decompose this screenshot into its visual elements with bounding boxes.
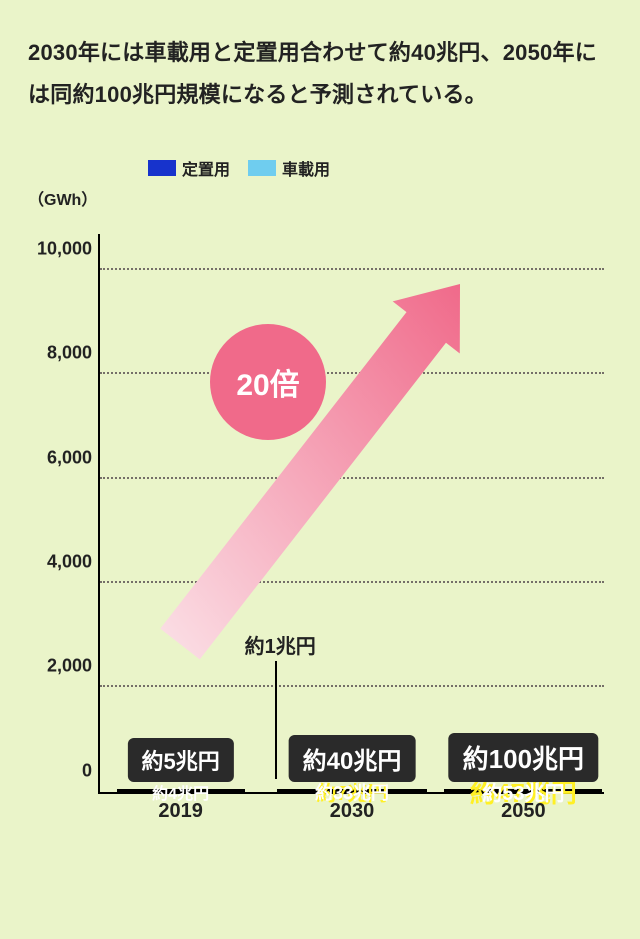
growth-arrow — [100, 234, 640, 794]
ytick-label: 2,000 — [47, 656, 92, 677]
headline-text: 2030年には車載用と定置用合わせて約40兆円、2050年には同約100兆円規模… — [28, 32, 612, 116]
bar-callout: 約5兆円 — [128, 738, 234, 782]
legend-label-automotive: 車載用 — [282, 156, 330, 180]
ytick-label: 0 — [82, 760, 92, 781]
legend-item-automotive: 車載用 — [248, 156, 330, 180]
legend: 定置用 車載用 — [148, 156, 612, 180]
annotation-leader — [275, 661, 277, 779]
chart: 0 2,000 4,000 6,000 8,000 10,000 20倍約4兆円約5兆円 20… — [28, 214, 612, 834]
page-root: 2030年には車載用と定置用合わせて約40兆円、2050年には同約100兆円規模… — [0, 0, 640, 939]
legend-item-stationary: 定置用 — [148, 156, 230, 180]
yaxis-title: （GWh） — [28, 186, 612, 210]
bar-stack: 約7兆円約33兆円約40兆円 — [277, 789, 427, 792]
bar-stack: 約4兆円約5兆円 — [117, 789, 245, 792]
bar-stack: 約47兆円約53兆円約100兆円 — [444, 789, 602, 792]
ytick-label: 10,000 — [37, 239, 92, 260]
growth-multiplier-badge: 20倍 — [210, 324, 326, 440]
x-category-label: 2050 — [501, 800, 546, 823]
x-category-label: 2030 — [330, 800, 375, 823]
x-category-label: 2019 — [158, 800, 203, 823]
bar-callout: 約100兆円 — [449, 733, 598, 782]
legend-swatch-stationary — [148, 160, 176, 176]
bar-callout: 約40兆円 — [289, 735, 416, 782]
legend-swatch-automotive — [248, 160, 276, 176]
plot-area: 02,0004,0006,0008,00010,00020倍約4兆円約5兆円20… — [98, 234, 604, 794]
ytick-label: 4,000 — [47, 552, 92, 573]
ytick-label: 6,000 — [47, 447, 92, 468]
ytick-label: 8,000 — [47, 343, 92, 364]
bar-side-annotation: 約1兆円 — [245, 630, 316, 659]
legend-label-stationary: 定置用 — [182, 156, 230, 180]
